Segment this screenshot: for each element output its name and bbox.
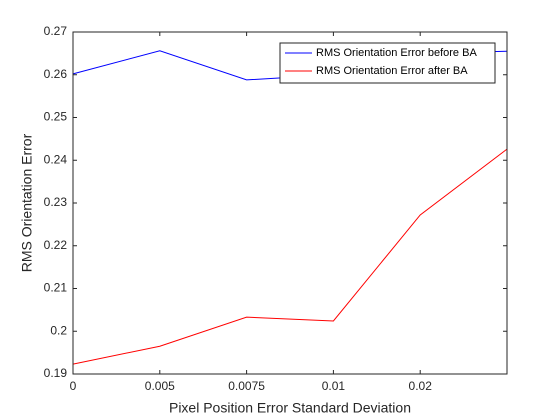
y-tick-label: 0.24: [44, 152, 68, 166]
y-axis-title: RMS Orientation Error: [19, 133, 35, 272]
y-tick-label: 0.26: [44, 67, 68, 81]
y-tick-label: 0.23: [44, 195, 68, 209]
plot-frame: [72, 31, 508, 375]
y-tick-label: 0.21: [44, 281, 68, 295]
data-line: [72, 148, 508, 365]
y-tick-label: 0.19: [44, 366, 68, 380]
y-tick-label: 0.2: [50, 323, 67, 337]
x-axis-title: Pixel Position Error Standard Deviation: [169, 400, 411, 416]
legend-label: RMS Orientation Error before BA: [316, 47, 477, 59]
x-tick-label: 0.01: [322, 379, 346, 393]
y-tick-label: 0.22: [44, 238, 68, 252]
legend: RMS Orientation Error before BA RMS Orien…: [279, 42, 496, 84]
y-tick-label: 0.27: [44, 24, 68, 38]
x-tick-label: 0.005: [145, 379, 175, 393]
x-tick-label: 0.02: [409, 379, 433, 393]
x-tick-label: 0: [70, 379, 77, 393]
legend-label: RMS Orientation Error after BA: [316, 65, 468, 77]
legend-box: [279, 42, 496, 84]
x-tick-label: 0.0075: [228, 379, 265, 393]
y-tick-label: 0.25: [44, 110, 68, 124]
